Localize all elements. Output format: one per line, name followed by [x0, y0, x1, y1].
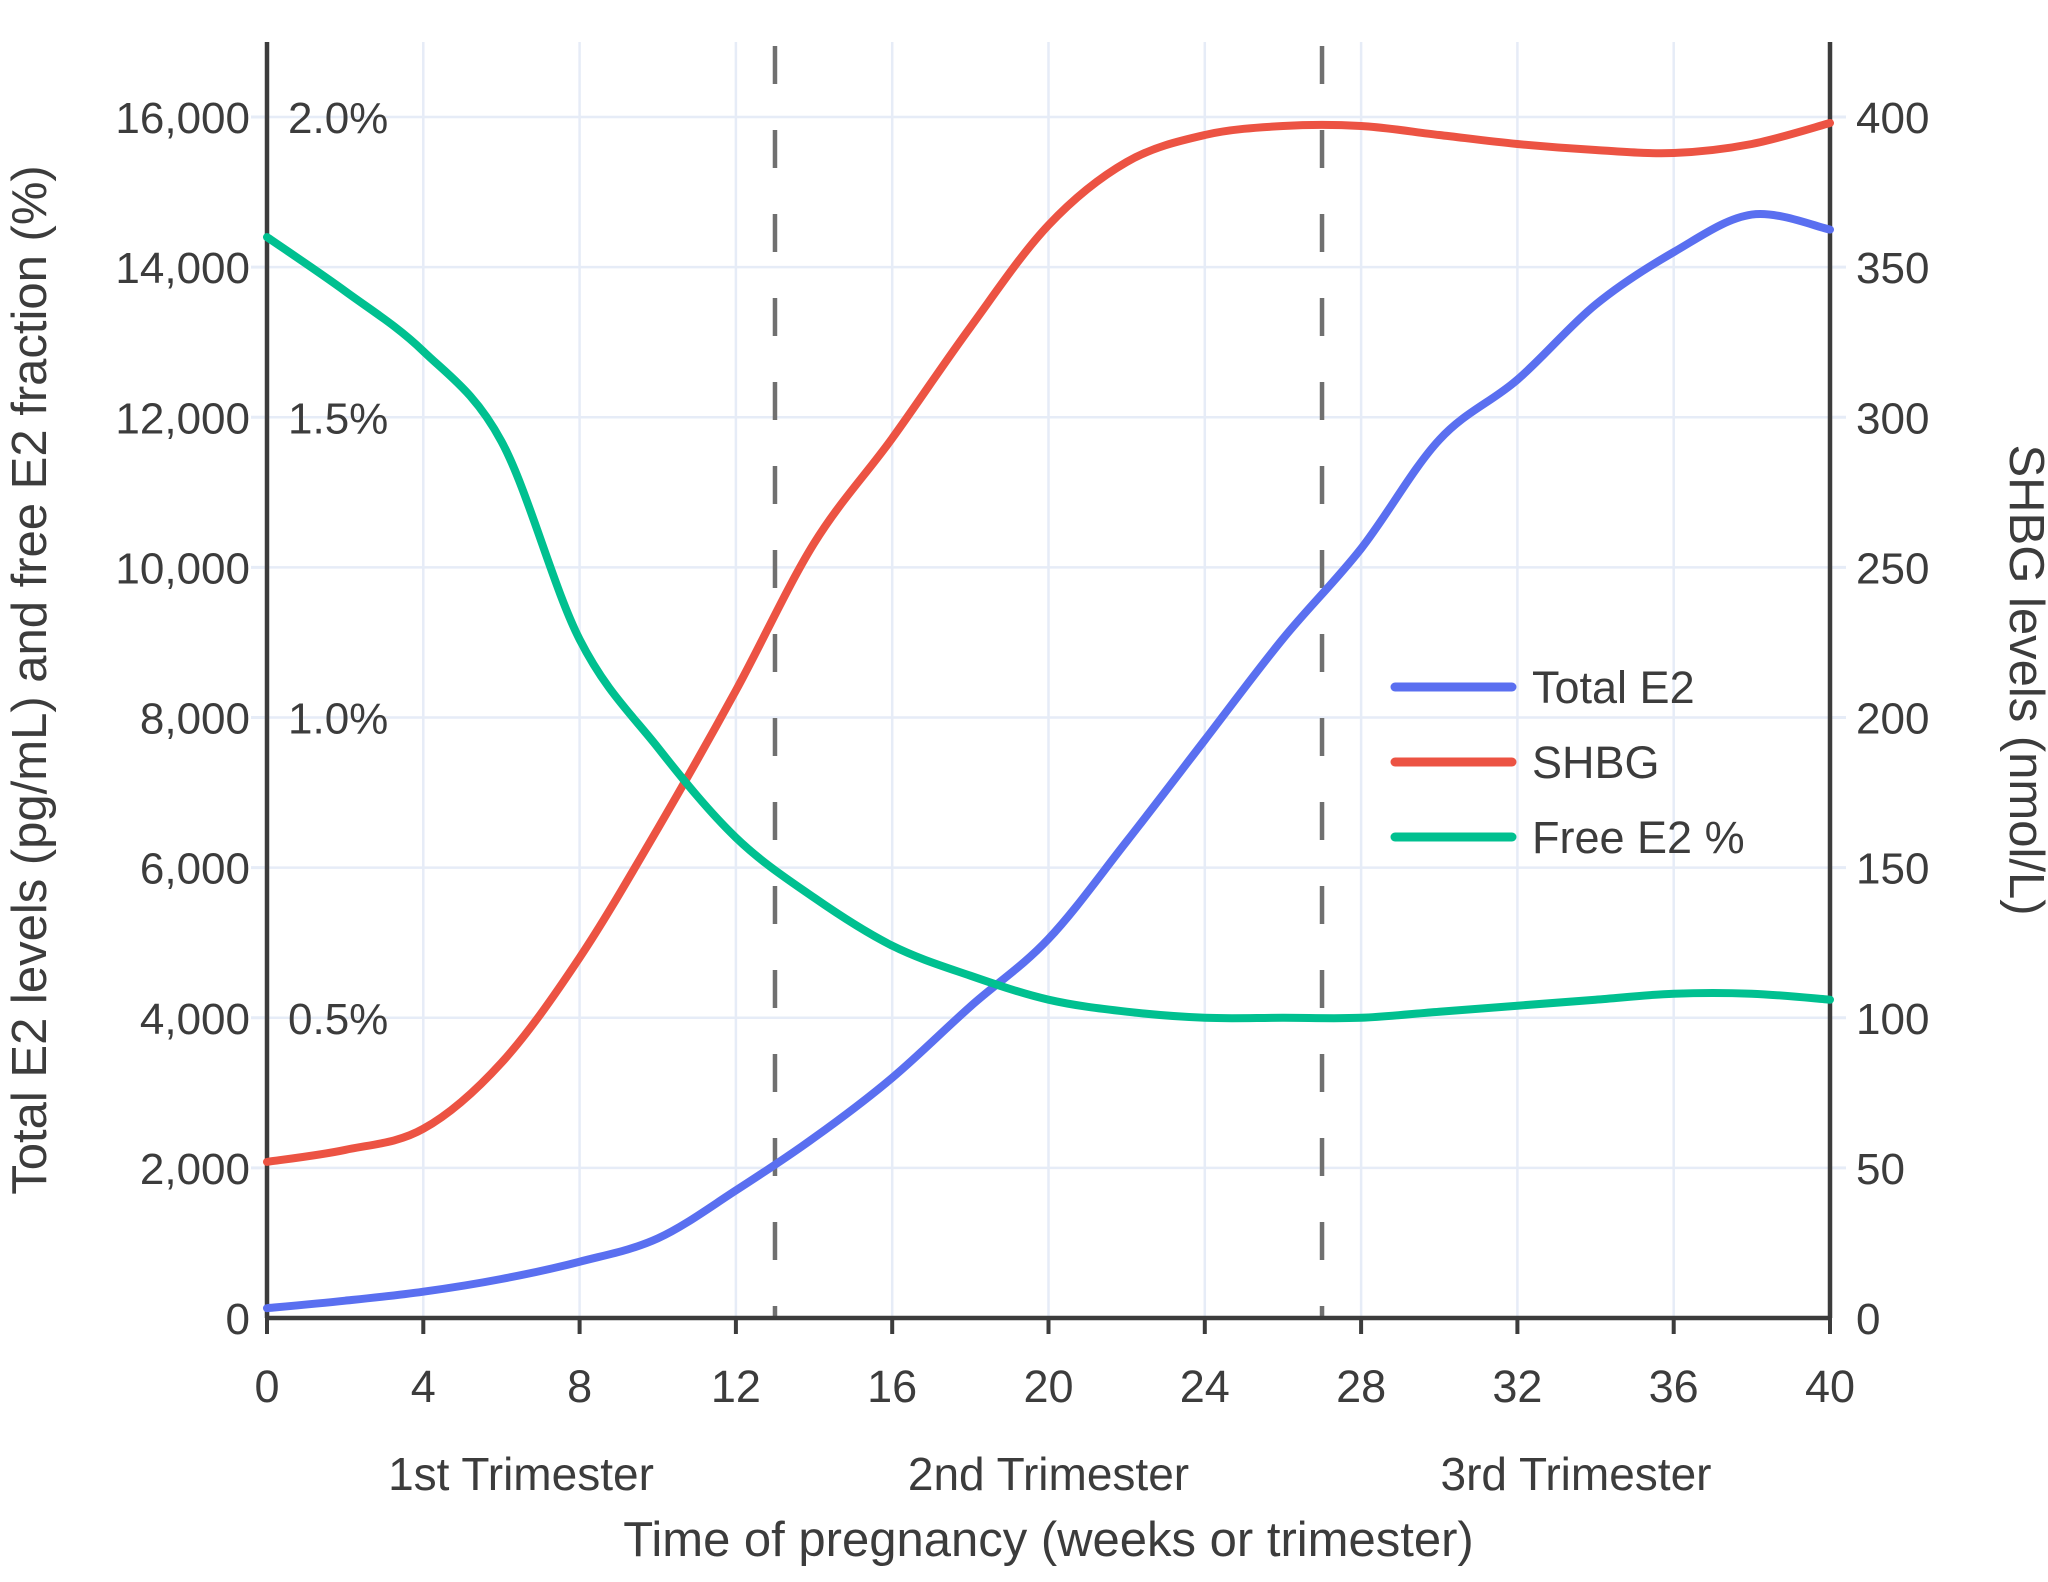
x-tick-label: 16	[867, 1361, 917, 1412]
legend-item-label: Total E2	[1532, 662, 1695, 713]
x-tick-label: 8	[567, 1361, 592, 1412]
legend-item-shbg[interactable]: SHBG	[1390, 737, 1660, 788]
x-tick-label: 28	[1336, 1361, 1386, 1412]
free-e2-pct-tick-label: 1.0%	[288, 695, 388, 744]
trimester-label: 2nd Trimester	[908, 1448, 1189, 1500]
left-y-tick-label: 14,000	[115, 244, 250, 293]
left-y-tick-label: 12,000	[115, 394, 250, 443]
x-tick-label: 4	[411, 1361, 436, 1412]
legend-item-label: SHBG	[1532, 737, 1660, 788]
x-tick-label: 40	[1805, 1361, 1855, 1412]
left-y-tick-label: 8,000	[140, 695, 250, 744]
left-y-tick-label: 2,000	[140, 1145, 250, 1194]
gridlines	[251, 41, 1846, 1318]
x-tick-label: 24	[1180, 1361, 1230, 1412]
left-y-tick-label: 0	[226, 1295, 250, 1344]
x-tick-label: 0	[254, 1361, 279, 1412]
legend: Total E2 SHBG Free E2 %	[1390, 662, 1745, 863]
curve-shbg	[263, 119, 1834, 1166]
free-e2-pct-tick-label: 0.5%	[288, 995, 388, 1044]
trimester-labels: 1st Trimester 2nd Trimester 3rd Trimester	[388, 1448, 1711, 1500]
left-y-tick-label: 16,000	[115, 94, 250, 143]
x-axis-title: Time of pregnancy (weeks or trimester)	[623, 1513, 1474, 1567]
left-y-tick-label: 6,000	[140, 845, 250, 894]
data-curves	[263, 119, 1834, 1313]
axes	[264, 41, 1833, 1334]
free-e2-pct-tick-label: 2.0%	[288, 94, 388, 143]
left-y-tick-label: 4,000	[140, 995, 250, 1044]
legend-item-label: Free E2 %	[1532, 812, 1745, 863]
right-y-tick-label: 200	[1856, 695, 1929, 744]
trimester-label: 3rd Trimester	[1441, 1448, 1712, 1500]
left-y-axis-title: Total E2 levels (pg/mL) and free E2 frac…	[3, 165, 57, 1194]
right-y-axis-title: SHBG levels (nmol/L)	[1999, 444, 2048, 915]
x-tick-label: 12	[711, 1361, 761, 1412]
free-e2-pct-tick-label: 1.5%	[288, 394, 388, 443]
right-y-tick-label: 250	[1856, 544, 1929, 593]
curve-free-e2-	[263, 233, 1834, 1023]
x-tick-label: 36	[1649, 1361, 1699, 1412]
x-tick-label: 32	[1492, 1361, 1542, 1412]
axis-tick-labels: 0 2,000 4,000 6,000 8,000 10,000 12,000 14,000 1…	[115, 94, 1929, 1412]
right-y-tick-label: 0	[1856, 1295, 1880, 1344]
curve-total-e2	[263, 210, 1834, 1313]
x-tick-label: 20	[1023, 1361, 1073, 1412]
legend-item-total-e2[interactable]: Total E2	[1390, 662, 1695, 713]
right-y-tick-label: 400	[1856, 94, 1929, 143]
right-y-tick-label: 300	[1856, 394, 1929, 443]
left-y-tick-label: 10,000	[115, 544, 250, 593]
right-y-tick-label: 100	[1856, 995, 1929, 1044]
right-y-tick-label: 350	[1856, 244, 1929, 293]
legend-item-free-e2-[interactable]: Free E2 %	[1390, 812, 1745, 863]
right-y-tick-label: 150	[1856, 845, 1929, 894]
trimester-label: 1st Trimester	[388, 1448, 654, 1500]
right-y-tick-label: 50	[1856, 1145, 1905, 1194]
